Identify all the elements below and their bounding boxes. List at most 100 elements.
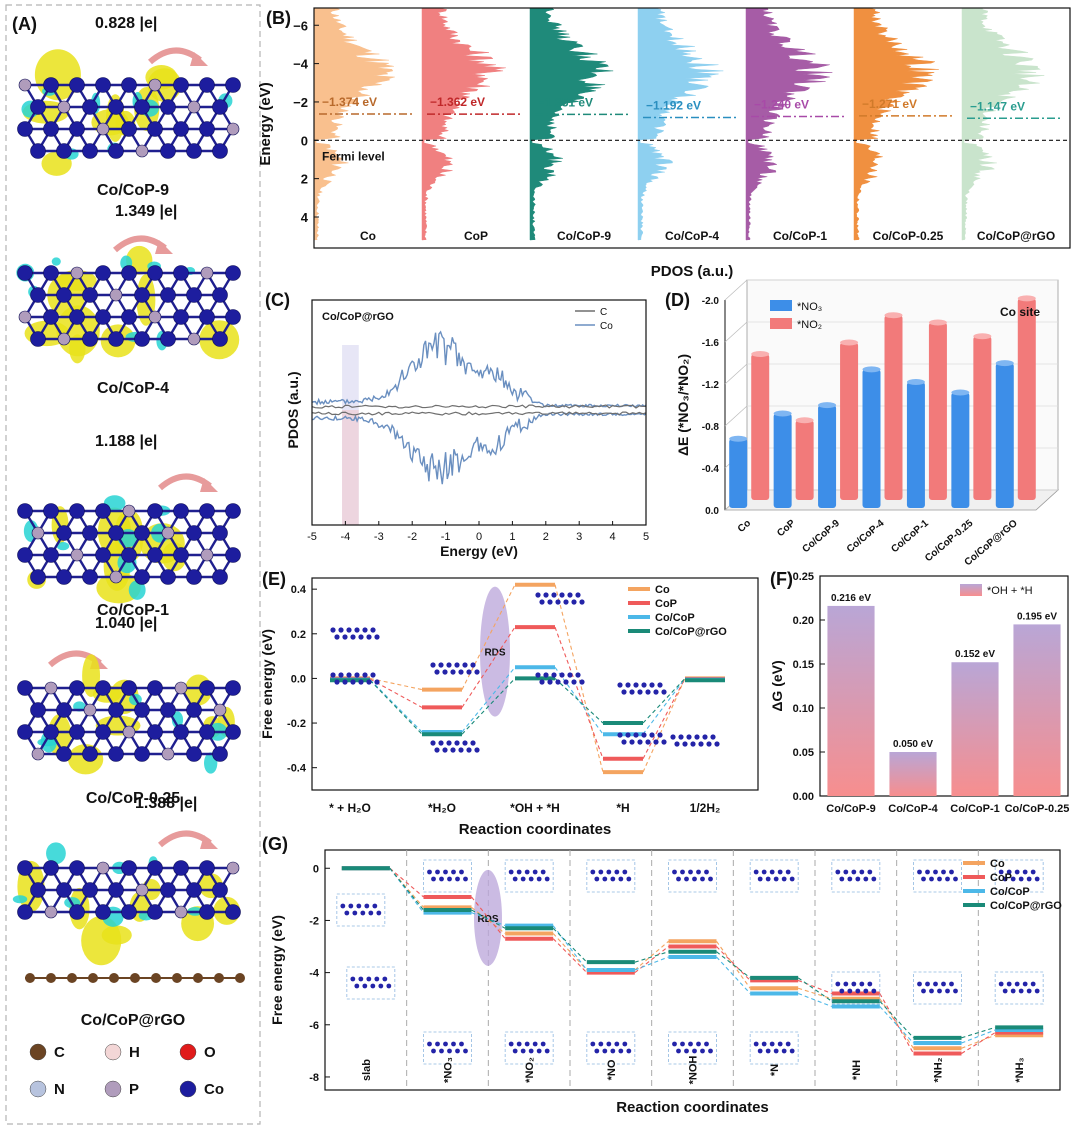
charge-arrow-head — [155, 240, 173, 254]
d-band-center-label: −1.374 eV — [322, 95, 377, 109]
y-tick-label: 0.00 — [793, 791, 814, 803]
atom — [547, 679, 553, 685]
atom — [447, 1048, 452, 1054]
atom-p — [109, 288, 123, 302]
atom — [785, 869, 791, 875]
atom-co — [134, 702, 150, 718]
atom — [544, 876, 550, 882]
y-tick-label: 0 — [301, 133, 308, 148]
chart-title: Co/CoP@rGO — [322, 311, 394, 323]
atom-co — [212, 143, 228, 159]
energy-connector — [552, 933, 588, 971]
atom — [949, 869, 954, 875]
pdos-area-3 — [637, 7, 724, 241]
panel-e: (E) 0.4 0.2 0.0 -0.2 -0.4 RDS Co CoP Co/CoP Co/CoP… — [259, 569, 759, 838]
y-tick-label: −6 — [293, 18, 308, 33]
atom — [447, 876, 452, 882]
atom — [867, 869, 873, 875]
legend-atom-p — [104, 1080, 122, 1098]
atom-co — [43, 860, 59, 876]
legend-label: Co — [655, 584, 670, 596]
adsorbate-structure — [336, 893, 386, 927]
atom — [344, 910, 350, 916]
atom — [843, 869, 849, 875]
atom-co — [121, 265, 137, 281]
energy-connector — [369, 679, 423, 733]
atom-co — [108, 882, 124, 898]
legend-swatch — [960, 584, 982, 596]
atom — [839, 988, 845, 994]
bar-no2-top — [795, 417, 814, 424]
legend-label: CoP — [990, 872, 1012, 884]
atom — [458, 669, 464, 675]
atom-co — [43, 309, 59, 325]
structure-model — [12, 830, 245, 983]
atom — [594, 1048, 600, 1054]
atom — [618, 1048, 624, 1054]
x-axis-label: Reaction coordinates — [616, 1099, 769, 1116]
atom-co — [30, 99, 46, 115]
atom — [446, 740, 452, 746]
series-label: Co/CoP-0.25 — [873, 229, 944, 243]
y-tick-label: -0.2 — [287, 718, 306, 730]
x-tick-label: 0 — [476, 531, 482, 543]
charge-transfer-label: 1.188 |e| — [95, 433, 157, 450]
atom — [463, 876, 468, 882]
bar-no2 — [751, 354, 770, 500]
adsorbate-structure — [617, 732, 667, 745]
atom — [1014, 869, 1020, 875]
atom — [536, 876, 542, 882]
atom-co — [82, 569, 98, 585]
atom — [340, 903, 346, 909]
adsorbate-structure — [586, 1031, 636, 1065]
atom — [575, 592, 581, 598]
legend-swatch — [770, 300, 792, 311]
atom-co — [43, 503, 59, 519]
y-tick-label: −4 — [293, 57, 309, 72]
atom — [769, 869, 775, 875]
energy-connector — [716, 956, 751, 994]
legend-label: CoP — [655, 598, 677, 610]
data-label: 0.216 eV — [831, 593, 871, 604]
structure-name: Co/CoP-9 — [97, 182, 169, 199]
atom-co — [56, 702, 72, 718]
x-axis-label: Energy (eV) — [440, 543, 518, 559]
atom — [698, 741, 704, 747]
atom — [567, 592, 573, 598]
atom — [696, 1041, 701, 1047]
x-tick-label: slab — [361, 1059, 373, 1081]
energy-connector — [642, 678, 686, 760]
atom — [540, 869, 546, 875]
atom — [598, 1041, 604, 1047]
atom — [563, 679, 569, 685]
y-tick-label: 0 — [313, 863, 319, 875]
structure-name: Co/CoP-0.25 — [86, 790, 180, 807]
atom-co — [199, 77, 215, 93]
atom — [455, 1048, 460, 1054]
atom-co — [69, 503, 85, 519]
y-tick-label: -1.6 — [702, 338, 720, 349]
atom-co — [212, 569, 228, 585]
atom — [676, 876, 681, 882]
charge-arrow-head — [200, 835, 218, 849]
atom — [692, 1048, 697, 1054]
bar-no2 — [795, 420, 814, 500]
atom — [352, 910, 358, 916]
bar-no3 — [995, 363, 1014, 508]
legend-atom-label: C — [54, 1044, 65, 1061]
atom-co — [212, 746, 228, 762]
atom — [863, 988, 869, 994]
adsorbate-structure — [423, 1031, 472, 1065]
atom — [358, 976, 364, 982]
x-tick-label: -2 — [407, 531, 417, 543]
bar-no3-top — [995, 360, 1014, 367]
rds-marker — [480, 586, 510, 717]
series-label: Co/CoP@rGO — [977, 229, 1055, 243]
pdos-area-5 — [853, 7, 939, 241]
atom — [362, 627, 368, 633]
panel-f: (F) 0.00 0.05 0.10 0.15 0.20 0.25 0.216 eV Co/Co… — [769, 569, 1069, 815]
atom — [459, 869, 464, 875]
y-tick-label: -8 — [309, 1072, 319, 1084]
y-axis-label: PDOS (a.u.) — [285, 371, 301, 448]
